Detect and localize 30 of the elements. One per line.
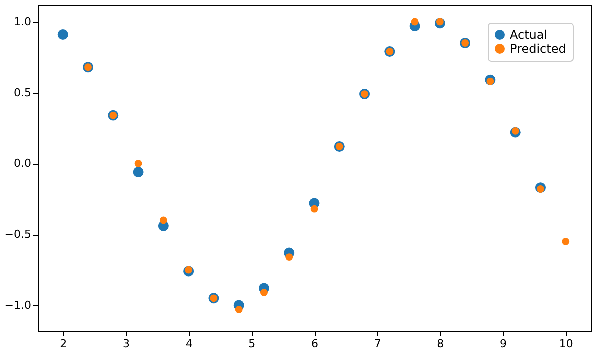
x-tick-label: 5 (248, 338, 256, 350)
point (436, 18, 444, 26)
legend-label: Actual (510, 28, 548, 42)
point (185, 266, 193, 274)
y-tick-label: −0.5 (4, 228, 32, 242)
x-tick-label: 8 (437, 338, 444, 350)
point (133, 167, 144, 178)
point (512, 127, 520, 135)
legend-label: Predicted (510, 42, 566, 56)
x-tick-label: 10 (559, 338, 574, 350)
x-tick-label: 4 (186, 338, 193, 350)
point (486, 78, 494, 86)
point (411, 18, 419, 26)
y-tick-label: 0.5 (14, 86, 32, 100)
point (58, 30, 68, 40)
y-tick-label: 0.0 (14, 157, 32, 170)
x-tick-label: 9 (500, 338, 508, 350)
x-tick-label: 2 (60, 338, 68, 350)
x-tick-label: 7 (374, 338, 382, 350)
y-tick-label: 1.0 (14, 16, 32, 29)
point (286, 254, 294, 261)
x-tick-label: 3 (122, 338, 130, 350)
point (310, 205, 318, 213)
point (160, 216, 168, 224)
point (562, 238, 570, 246)
point (134, 160, 142, 168)
y-tick-label: −1.0 (4, 298, 32, 312)
point (235, 306, 243, 314)
point (260, 289, 268, 296)
x-tick-label: 6 (312, 338, 318, 350)
